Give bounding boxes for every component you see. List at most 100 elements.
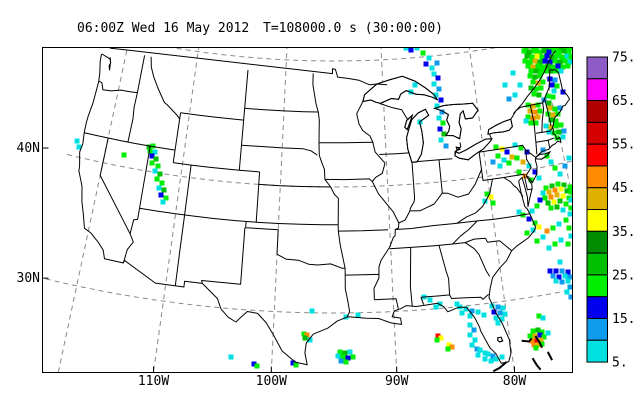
echo-cell (493, 144, 499, 150)
echo-cell (550, 273, 556, 279)
echo-cell (293, 362, 299, 368)
echo-cell (350, 354, 356, 360)
echo-cell (565, 241, 571, 247)
lat-axis-labels: 40N 30N (17, 141, 40, 286)
colorbar: 75. 65. 55. 45. 35. 25. 15. 5. (586, 51, 635, 371)
echo-cell (568, 205, 573, 211)
echo-cell (501, 157, 507, 163)
echo-cell (481, 312, 487, 318)
border-line (127, 55, 146, 143)
colorbar-tick-label: 15. (612, 312, 635, 327)
border-line (99, 137, 134, 263)
echo-cell (467, 322, 473, 328)
echo-cell (156, 185, 162, 191)
echo-cell (552, 241, 558, 247)
border-line (245, 221, 279, 255)
echo-cell (537, 197, 543, 203)
echo-cell (525, 102, 531, 108)
echo-cell (469, 308, 475, 314)
echo-cell (554, 53, 560, 59)
border-line (129, 146, 151, 234)
graticule-parallel (168, 47, 500, 62)
lon-label: 110W (138, 374, 169, 389)
colorbar-tick-label: 5. (612, 356, 628, 371)
echo-cell (537, 59, 543, 65)
border-line (356, 101, 400, 300)
echo-cell (560, 134, 566, 140)
echo-cell (431, 71, 437, 77)
lake-outline (362, 75, 439, 104)
echo-cell (155, 163, 161, 169)
colorbar-swatch (586, 296, 608, 319)
echo-cell (563, 217, 569, 223)
border-line (345, 273, 379, 276)
border-line (255, 171, 261, 223)
echo-cell (454, 301, 460, 307)
echo-cell (355, 312, 361, 318)
echo-cell (528, 120, 534, 126)
echo-cell (560, 193, 566, 199)
echo-cell (548, 159, 554, 165)
echo-cell (342, 350, 348, 356)
border-line (312, 73, 319, 113)
echo-cell (426, 55, 432, 61)
border-line (172, 112, 182, 163)
island-chain (521, 337, 533, 343)
border-line (454, 142, 462, 155)
echo-cell (347, 349, 353, 355)
border-line (395, 213, 530, 230)
echo-cell (427, 297, 433, 303)
lon-label: 80W (503, 374, 527, 389)
echo-cell (559, 279, 565, 285)
border-line (98, 80, 138, 94)
echo-cell (337, 349, 343, 355)
lake-outline (405, 108, 430, 163)
echo-cell (547, 59, 553, 65)
echo-cell (525, 114, 531, 120)
border-line (317, 111, 320, 143)
precip-echoes (74, 47, 573, 369)
echo-cell (539, 341, 545, 347)
echo-cell (488, 194, 494, 200)
echo-cell (543, 123, 549, 129)
echo-cell (510, 70, 516, 76)
colorbar-swatch (586, 56, 608, 80)
echo-cell (446, 342, 452, 348)
border-line (318, 142, 339, 199)
echo-cell (532, 169, 538, 175)
border-line (541, 102, 545, 133)
echo-cell (414, 47, 420, 51)
echo-cell (537, 108, 543, 114)
echo-cell (530, 103, 536, 109)
border-line (529, 105, 538, 155)
border-line (379, 152, 409, 155)
echo-cell (146, 144, 152, 150)
echo-cell (531, 91, 537, 97)
echo-cell (553, 123, 559, 129)
echo-cell (441, 131, 447, 137)
echo-cell (554, 204, 560, 210)
colorbar-swatch (586, 165, 608, 189)
echo-cell (463, 306, 469, 312)
echo-cell (502, 82, 508, 88)
echo-cell (536, 224, 542, 230)
echo-cell (553, 118, 559, 124)
echo-cell (489, 303, 495, 309)
border-line (456, 179, 493, 224)
lake-outline (497, 336, 504, 343)
border-line (503, 177, 524, 197)
echo-cell (408, 47, 414, 53)
echo-cell (161, 187, 167, 193)
echo-cell (556, 274, 562, 280)
echo-cell (439, 109, 445, 115)
echo-cell (542, 195, 548, 201)
echo-cell (436, 86, 442, 92)
echo-cell (545, 93, 551, 99)
graticule-meridian (468, 47, 516, 373)
echo-cell (490, 353, 496, 359)
echo-cell (527, 333, 533, 339)
lon-axis-labels: 110W 100W 90W 80W (138, 374, 527, 389)
echo-cell (548, 124, 554, 130)
echo-cell (524, 230, 530, 236)
border-line (150, 56, 181, 120)
